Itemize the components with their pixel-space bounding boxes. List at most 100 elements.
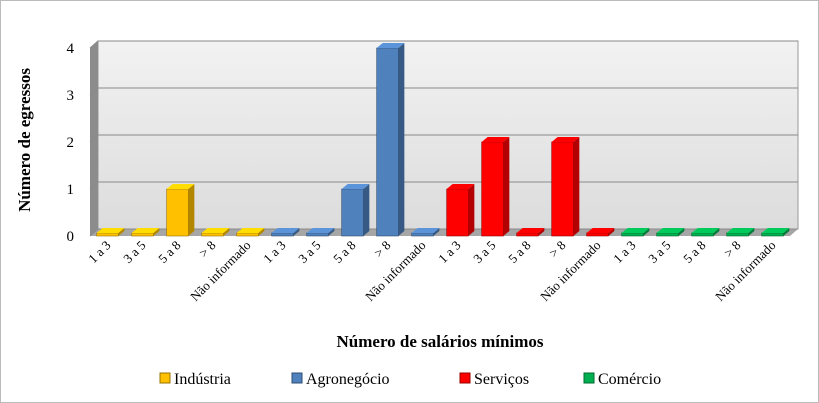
bar-side: [118, 228, 125, 236]
bar: [96, 232, 119, 237]
bar-3d: [481, 137, 510, 237]
y-tick-label: 1: [67, 182, 75, 198]
bar-3d: [341, 184, 370, 237]
bar-side: [573, 137, 580, 236]
bar-side: [223, 228, 230, 236]
bar-3d: [236, 228, 265, 237]
bar-top: [446, 184, 475, 189]
bar-side: [678, 228, 685, 236]
bar-top: [551, 137, 580, 142]
legend-label: Indústria: [174, 371, 231, 388]
bar-side: [538, 228, 545, 236]
grid-line: [89, 40, 798, 49]
y-tick-label: 0: [67, 229, 75, 245]
bar: [726, 232, 749, 237]
bar: [691, 232, 714, 237]
x-tick-label: > 8: [196, 238, 219, 261]
x-tick-label: 1 a 3: [260, 238, 288, 266]
bar-top: [726, 228, 755, 233]
bar-side: [608, 228, 615, 236]
legend-swatch: [291, 372, 303, 384]
bar-side: [783, 228, 790, 236]
bar: [236, 232, 259, 237]
legend-swatch: [159, 372, 171, 384]
y-tick-label: 4: [67, 41, 75, 57]
grid-line: [89, 87, 798, 96]
bar: [656, 232, 679, 237]
bar-side: [293, 228, 300, 236]
y-tick-label: 3: [67, 88, 75, 104]
bar-top: [131, 228, 160, 233]
bar-side: [748, 228, 755, 236]
bar-top: [481, 137, 510, 142]
bar-side: [503, 137, 510, 236]
bar-3d: [376, 43, 405, 237]
bar-3d: [516, 228, 545, 237]
x-tick-label: 1 a 3: [435, 238, 463, 266]
bar-top: [306, 228, 335, 233]
x-tick-label: 5 a 8: [680, 238, 708, 266]
bar: [376, 47, 399, 237]
x-tick-label: > 8: [721, 238, 744, 261]
y-tick-label: 2: [67, 135, 75, 151]
bar-3d: [551, 137, 580, 237]
bar: [621, 232, 644, 237]
bar: [586, 232, 609, 237]
bar-3d: [411, 228, 440, 237]
bar-side: [433, 228, 440, 236]
bar-top: [656, 228, 685, 233]
bar-top: [761, 228, 790, 233]
x-tick-label: 3 a 5: [120, 238, 148, 266]
bar-side: [328, 228, 335, 236]
x-axis-title: Número de salários mínimos: [337, 332, 544, 351]
bar-side: [398, 43, 405, 236]
bar: [761, 232, 784, 237]
y-axis-title: Número de egressos: [15, 68, 34, 212]
bar-top: [236, 228, 265, 233]
bar: [306, 232, 329, 237]
grid-line: [89, 134, 798, 143]
bar-top: [621, 228, 650, 233]
legend-label: Serviços: [474, 371, 529, 388]
bar-side: [643, 228, 650, 236]
legend-label: Agronegócio: [306, 371, 390, 388]
bar-top: [96, 228, 125, 233]
x-tick-label: 5 a 8: [505, 238, 533, 266]
bar-3d: [306, 228, 335, 237]
bar-top: [271, 228, 300, 233]
bar-3d: [201, 228, 230, 237]
bar-side: [153, 228, 160, 236]
x-tick-label: 3 a 5: [295, 238, 323, 266]
floor: [90, 229, 798, 236]
legend-label: Comércio: [598, 371, 661, 388]
bar-top: [166, 184, 195, 189]
bar-top: [691, 228, 720, 233]
bar: [481, 141, 504, 237]
bar-side: [188, 184, 195, 236]
x-tick-label: > 8: [546, 238, 569, 261]
bar-side: [713, 228, 720, 236]
bar-3d: [166, 184, 195, 237]
legend-swatch: [459, 372, 471, 384]
x-tick-label: 5 a 8: [155, 238, 183, 266]
bar-3d: [131, 228, 160, 237]
bar-side: [258, 228, 265, 236]
bar-3d: [621, 228, 650, 237]
bar-side: [468, 184, 475, 236]
bar-3d: [691, 228, 720, 237]
bar-3d: [656, 228, 685, 237]
bar: [131, 232, 154, 237]
bar: [446, 188, 469, 237]
bar-top: [341, 184, 370, 189]
x-tick-label: 1 a 3: [610, 238, 638, 266]
bar-top: [411, 228, 440, 233]
bar: [341, 188, 364, 237]
bar-3d: [96, 228, 125, 237]
bar-3d: [726, 228, 755, 237]
bar: [411, 232, 434, 237]
bar: [271, 232, 294, 237]
x-tick-label: 1 a 3: [85, 238, 113, 266]
bar-3d: [586, 228, 615, 237]
bar: [516, 232, 539, 237]
